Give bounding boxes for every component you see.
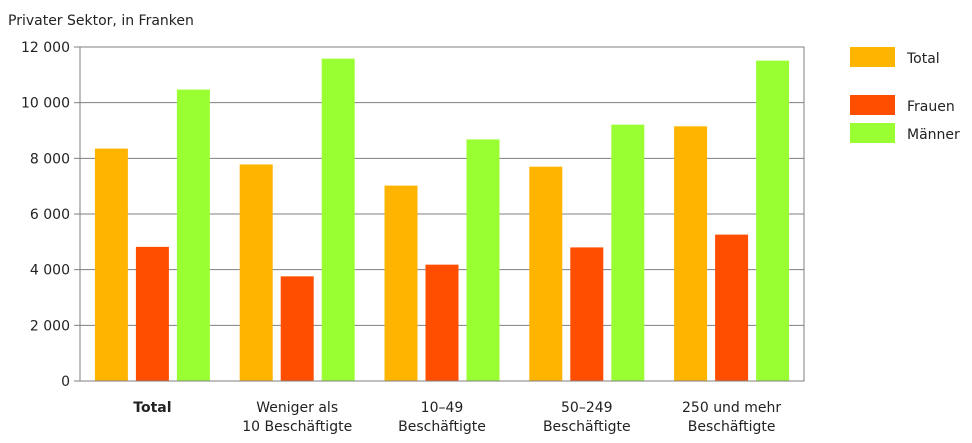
x-category-label: Total (133, 400, 171, 416)
bar-total (239, 164, 273, 381)
bar-männer (611, 124, 645, 381)
y-tick-label: 2 000 (30, 318, 70, 334)
bar-total (529, 166, 563, 381)
y-tick-label: 10 000 (21, 96, 70, 112)
bar-total (384, 185, 418, 381)
bar-frauen (715, 234, 749, 381)
bar-männer (321, 58, 355, 381)
x-category-label-line2: Beschäftigte (543, 419, 631, 435)
legend-label-total: Total (906, 51, 940, 67)
bar-männer (466, 139, 500, 381)
bar-frauen (280, 276, 314, 381)
bar-männer (176, 89, 210, 382)
legend-swatch-frauen (850, 95, 895, 115)
legend-label-männer: Männer (907, 127, 960, 143)
legend-label-frauen: Frauen (907, 99, 955, 115)
y-tick-label: 12 000 (21, 40, 70, 56)
bars (94, 58, 790, 382)
y-tick-label: 4 000 (30, 263, 70, 279)
x-category-label: 50–249 (561, 400, 613, 416)
x-category-label-line2: 10 Beschäftigte (242, 419, 352, 435)
bar-frauen (135, 246, 169, 381)
y-tick-label: 8 000 (30, 151, 70, 167)
legend-swatch-total (850, 47, 895, 67)
bar-männer (756, 60, 790, 381)
x-category-label: 250 und mehr (682, 400, 781, 416)
y-axis-ticks: 0 2 000 4 000 6 000 8 000 10 000 12 000 (21, 40, 80, 390)
bar-total (674, 126, 708, 381)
bar-frauen (570, 247, 604, 381)
legend: Total Frauen Männer (850, 47, 960, 143)
x-category-label: Weniger als (256, 400, 338, 416)
y-tick-label: 0 (61, 374, 70, 390)
x-category-label-line2: Beschäftigte (398, 419, 486, 435)
bar-frauen (425, 264, 459, 381)
y-tick-label: 6 000 (30, 207, 70, 223)
legend-swatch-männer (850, 123, 895, 143)
x-category-label: 10–49 (421, 400, 464, 416)
bar-total (94, 148, 128, 381)
x-axis-categories: Total Weniger als 10 Beschäftigte 10–49 Besc… (133, 400, 781, 435)
chart-subtitle: Privater Sektor, in Franken (8, 13, 194, 29)
x-category-label-line2: Beschäftigte (688, 419, 776, 435)
